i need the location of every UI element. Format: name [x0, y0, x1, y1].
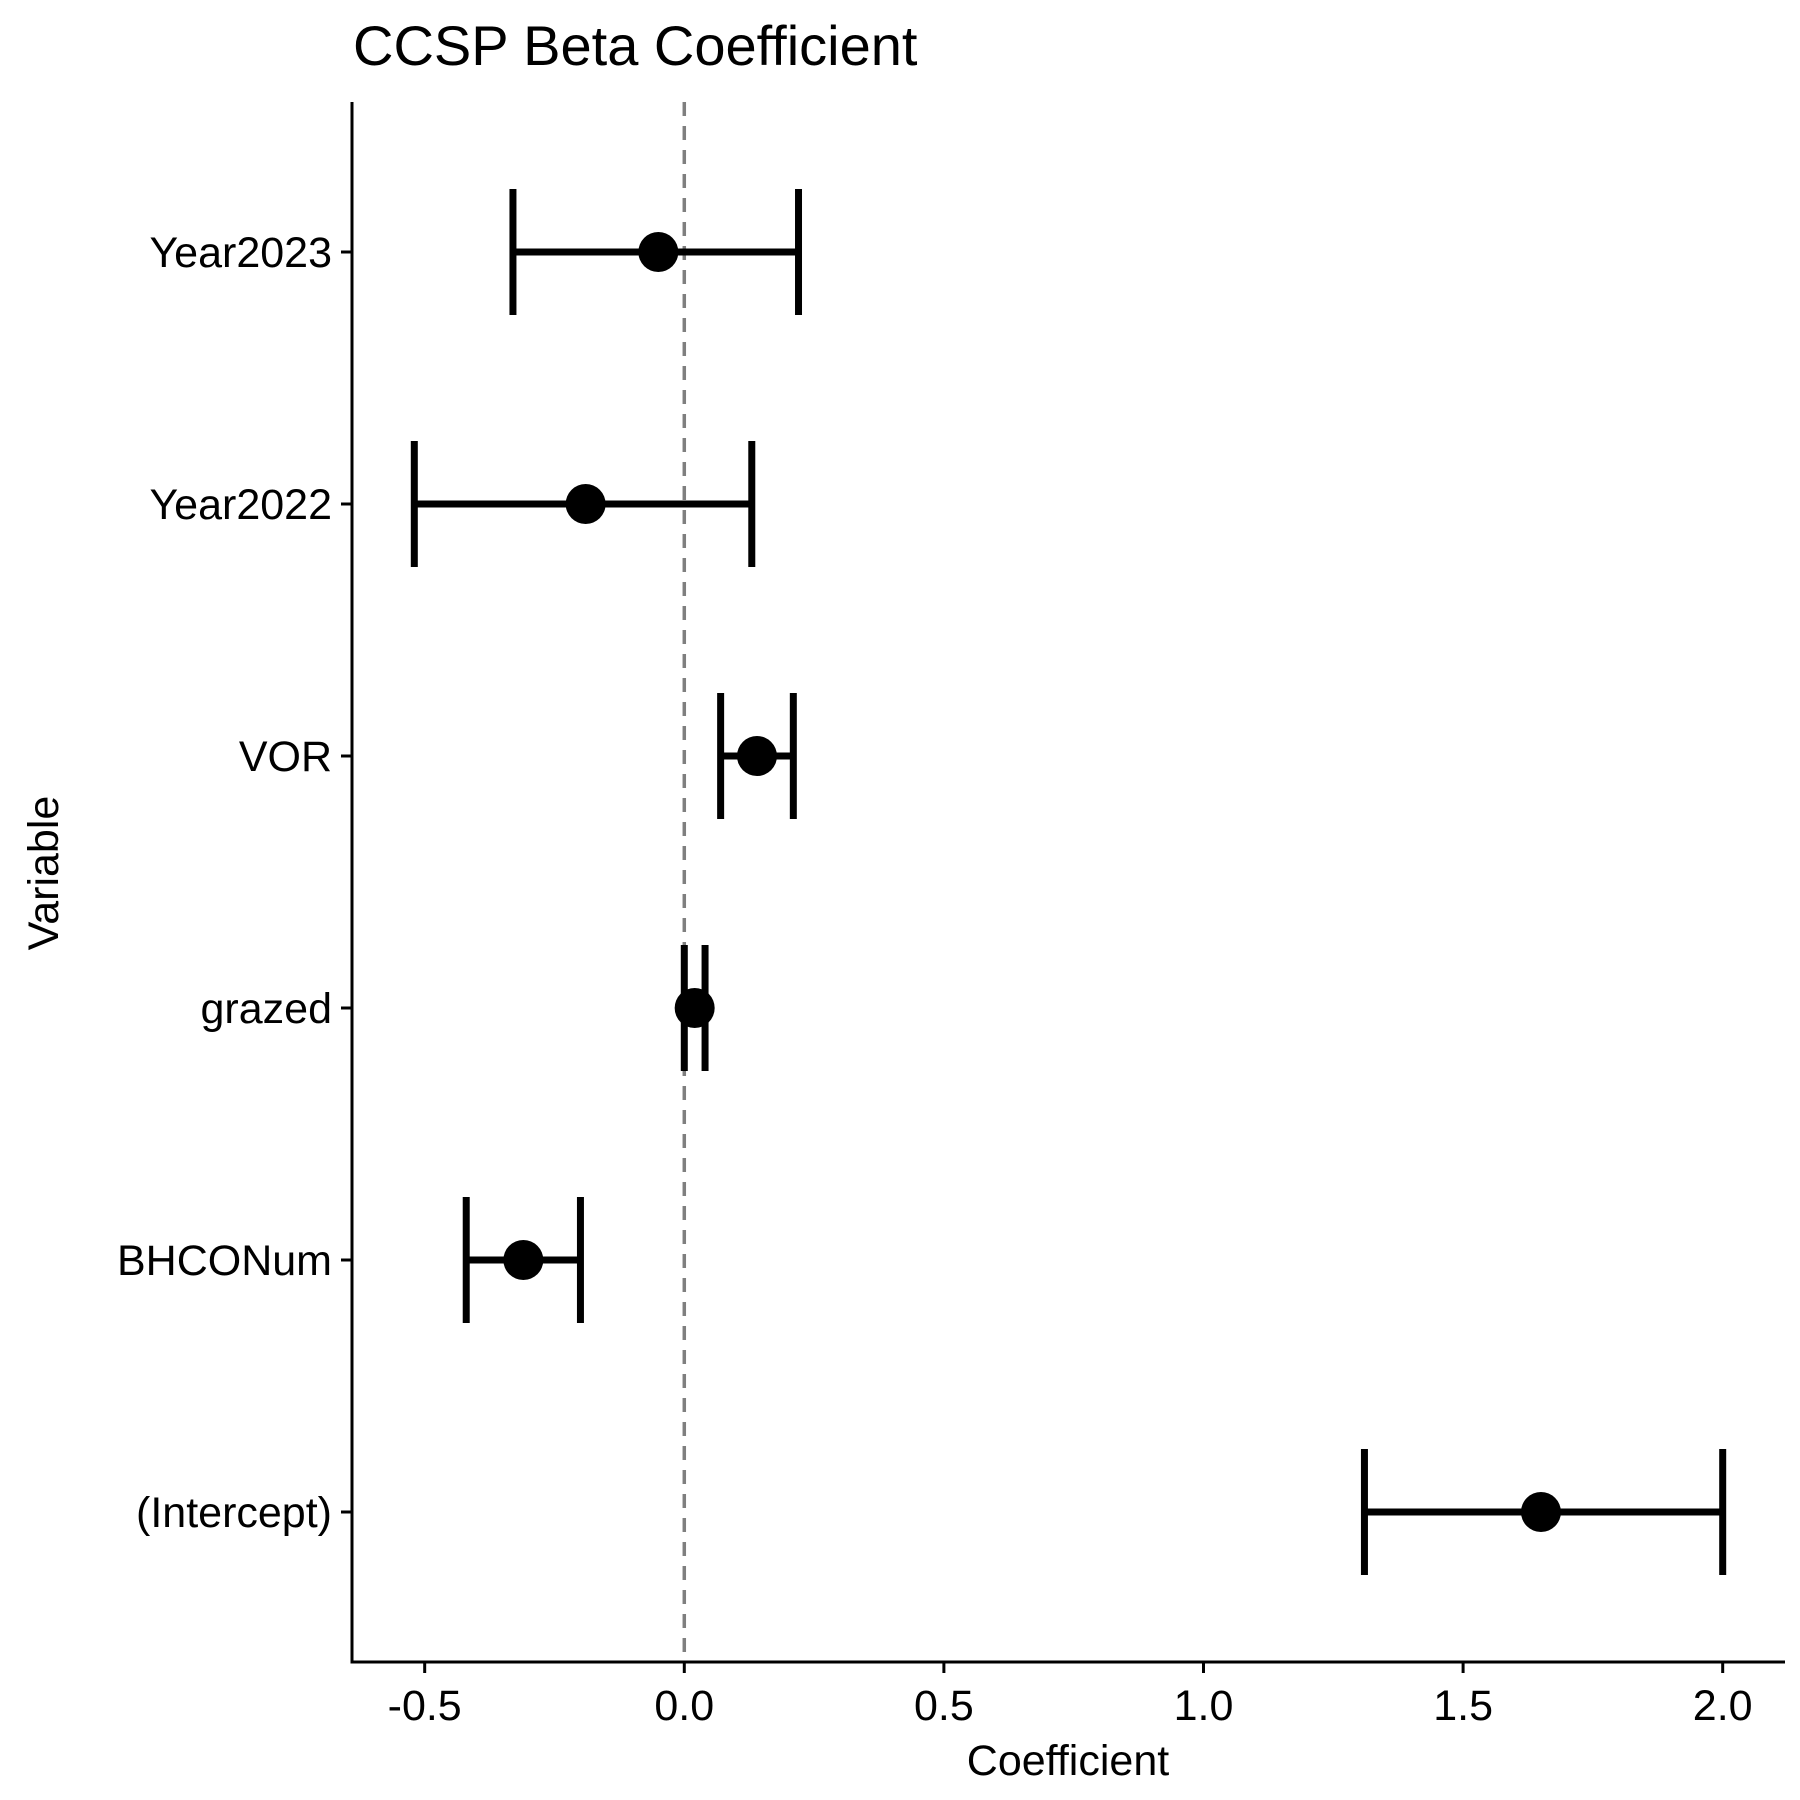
x-tick-label: 1.0 — [1174, 1682, 1234, 1730]
y-tick-label: Year2023 — [149, 229, 332, 277]
y-tick-label: Year2022 — [149, 481, 332, 529]
y-tick-label: (Intercept) — [136, 1489, 332, 1537]
plot-area: -0.5 0.0 0.5 1.0 1.5 2.0 Year2023 Year2022 VOR gr… — [117, 102, 1785, 1730]
chart-title: CCSP Beta Coefficient — [353, 14, 918, 77]
x-tick-label: 0.0 — [654, 1682, 714, 1730]
x-tick-label: -0.5 — [388, 1682, 462, 1730]
x-tick-label: 0.5 — [914, 1682, 974, 1730]
estimate-point — [503, 1240, 544, 1280]
estimate-point — [638, 232, 679, 272]
y-tick-label: VOR — [239, 733, 332, 781]
x-tick-label: 2.0 — [1693, 1682, 1753, 1730]
estimate-point — [565, 484, 606, 524]
y-axis-label: Variable — [20, 796, 68, 951]
estimate-point — [736, 736, 777, 776]
x-tick-label: 1.5 — [1433, 1682, 1493, 1730]
y-tick-label: grazed — [201, 985, 332, 1033]
y-tick-label: BHCONum — [117, 1237, 332, 1285]
estimate-point — [674, 988, 715, 1028]
estimate-point — [1520, 1492, 1561, 1532]
x-axis-label: Coefficient — [967, 1737, 1169, 1785]
